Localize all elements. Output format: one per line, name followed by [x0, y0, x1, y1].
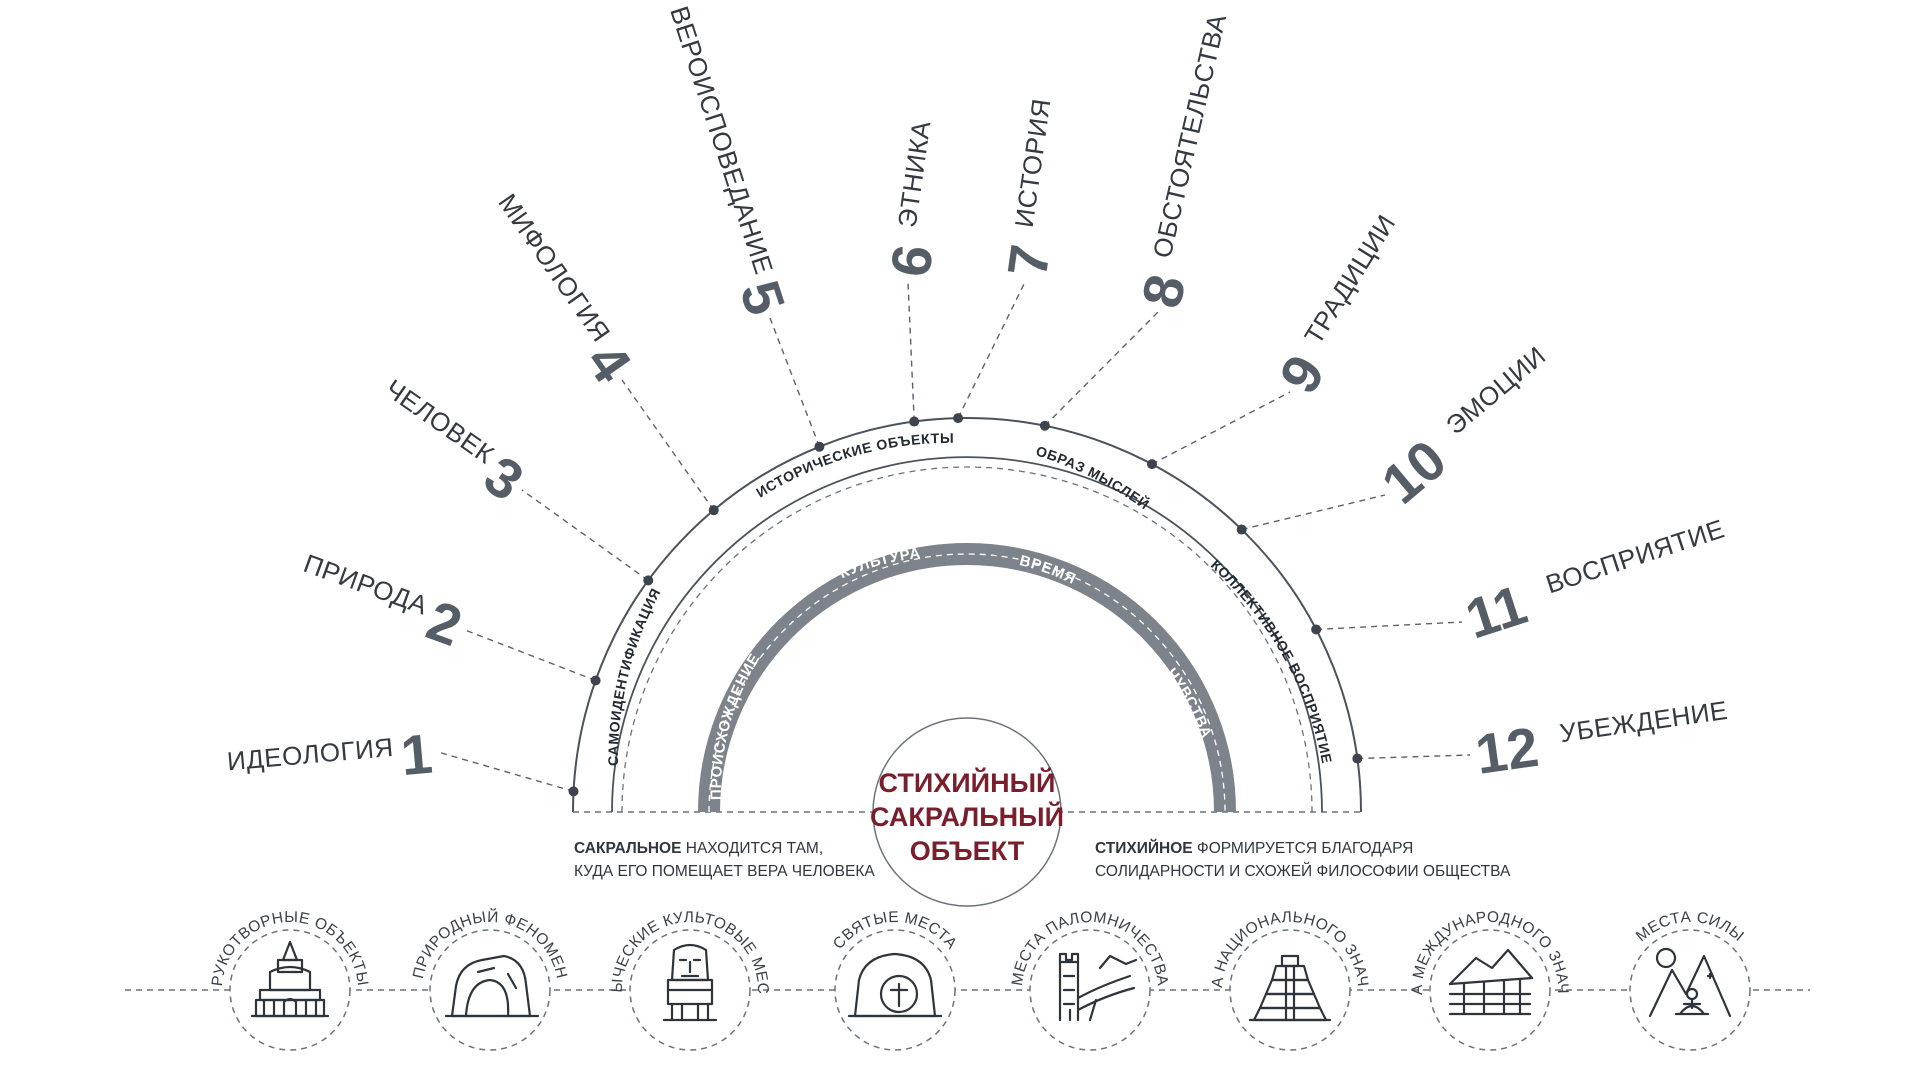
note-left-line2: КУДА ЕГО ПОМЕЩАЕТ ВЕРА ЧЕЛОВЕКА: [574, 863, 875, 880]
factor-label: ЭМОЦИИ: [1440, 340, 1551, 440]
factor-12: 12 УБЕЖДЕНИЕ: [1472, 695, 1730, 786]
center-title-line3: ОБЪЕКТ: [910, 836, 1025, 866]
category-5: МЕСТА ПАЛОМНИЧЕСТВА: [1009, 909, 1171, 1051]
factor-ray-12: [1357, 754, 1471, 760]
factor-6: 6 ЭТНИКА: [878, 119, 945, 281]
pyramid-icon: [1248, 954, 1332, 1022]
factor-label: МИФОЛОГИЯ: [492, 188, 616, 347]
arc-label-collective-perception: КОЛЛЕКТИВНОЕ ВОСПРИЯТИЕ: [1208, 556, 1335, 765]
note-right-line2: СОЛИДАРНОСТИ И СХОЖЕЙ ФИЛОСОФИИ ОБЩЕСТВА: [1095, 862, 1511, 880]
factor-ray-6: [907, 281, 915, 422]
factor-ray-5: [769, 317, 821, 447]
factor-number: 5: [728, 273, 798, 322]
categories-row: РУКОТВОРНЫЕ ОБЪЕКТЫ ПРИРОДНЫЙ ФЕНОМЕНЯЗЫЧ…: [0, 0, 1751, 1051]
factor-dot-10: [1236, 524, 1247, 535]
factor-number: 6: [878, 241, 945, 281]
category-circle: [1429, 929, 1551, 1051]
note-right-line1: СТИХИЙНОЕ ФОРМИРУЕТСЯ БЛАГОДАРЯ: [1095, 839, 1413, 857]
cave-arch-icon: [444, 954, 540, 1018]
category-1: РУКОТВОРНЫЕ ОБЪЕКТЫ: [209, 909, 371, 1051]
factor-number: 8: [1129, 269, 1197, 314]
factor-dot-11: [1311, 624, 1322, 635]
factor-ray-7: [957, 281, 1026, 419]
factor-label: ИДЕОЛОГИЯ: [226, 732, 395, 776]
factor-number: 11: [1458, 572, 1534, 650]
factor-dot-7: [953, 413, 964, 424]
moai-head-icon: [662, 943, 718, 1022]
factor-dot-5: [814, 441, 825, 452]
middle-arc: [611, 456, 1323, 813]
center-title-line2: САКРАЛЬНЫЙ: [870, 801, 1064, 832]
inner-band-dashed: [708, 553, 1226, 813]
factor-label: ВЕРОИСПОВЕДАНИЕ: [664, 2, 779, 278]
factor-dot-8: [1039, 420, 1050, 431]
arc-label-self-identification: САМОИДЕНТИФИКАЦИЯ: [605, 585, 664, 766]
factor-ray-9: [1151, 391, 1291, 465]
factor-label: ЭТНИКА: [892, 119, 937, 230]
factor-dot-9: [1146, 459, 1157, 470]
factor-label: ПРИРОДА: [300, 548, 432, 621]
arc-label-historical-objects: ИСТОРИЧЕСКИЕ ОБЪЕКТЫ: [753, 430, 954, 501]
factor-dot-2: [590, 675, 601, 686]
category-circle: [429, 929, 551, 1051]
factor-8: 8 ОБСТОЯТЕЛЬСТВА: [1129, 11, 1232, 314]
factor-dot-1: [568, 786, 579, 797]
factor-number: 7: [995, 241, 1062, 281]
factor-label: УБЕЖДЕНИЕ: [1558, 695, 1730, 748]
factor-dot-3: [643, 575, 654, 586]
tomb-cross-icon: [847, 952, 943, 1018]
factor-7: 7 ИСТОРИЯ: [995, 97, 1062, 281]
factor-ray-4: [621, 379, 715, 511]
factor-number: 9: [1267, 344, 1337, 404]
category-circle: [1229, 929, 1351, 1051]
category-circle: [1029, 929, 1151, 1051]
middle-arc-dashed: [621, 466, 1313, 813]
factor-dot-12: [1352, 753, 1363, 764]
outer-arc: [572, 417, 1362, 813]
factor-number: 10: [1370, 427, 1458, 515]
category-6: МЕСТА НАЦИОНАЛЬНОГО ЗНАЧЕНИЯ: [0, 0, 1371, 1051]
note-left-line1: САКРАЛЬНОЕ НАХОДИТСЯ ТАМ,: [574, 840, 823, 857]
machu-picchu-icon: [1448, 948, 1534, 1016]
factor-number: 4: [574, 332, 643, 394]
factor-ray-11: [1316, 621, 1463, 631]
stupa-icon: [250, 940, 330, 1018]
factor-ray-8: [1044, 311, 1159, 427]
category-4: СВЯТЫЕ МЕСТА: [830, 909, 960, 1051]
factor-ray-2: [464, 629, 596, 682]
factor-label: ЧЕЛОВЕК: [380, 373, 500, 469]
center-circle: [872, 717, 1062, 907]
factor-number: 1: [398, 722, 435, 787]
factor-ray-1: [437, 751, 574, 793]
factor-label: ВОСПРИЯТИЕ: [1542, 513, 1728, 599]
factor-label: ИСТОРИЯ: [1009, 97, 1057, 230]
factor-ray-3: [521, 489, 649, 581]
factor-number: 12: [1472, 715, 1542, 786]
factor-label: ОБСТОЯТЕЛЬСТВА: [1147, 11, 1232, 261]
category-2: ПРИРОДНЫЙ ФЕНОМЕН: [410, 908, 570, 1051]
category-7: МЕСТА МЕЖДУНАРОДНОГО ЗНАЧЕНИЯ: [0, 0, 1571, 1051]
category-3: ЯЗЫЧЕСКИЕ КУЛЬТОВЫЕ МЕСТА: [0, 0, 771, 1051]
factor-dot-4: [708, 505, 719, 516]
meditation-mountains-icon: [1648, 947, 1732, 1018]
great-wall-icon: [1058, 952, 1138, 1022]
factor-ray-10: [1241, 494, 1386, 531]
factor-label: ТРАДИЦИИ: [1298, 209, 1401, 349]
factor-dot-6: [909, 416, 920, 427]
center-title-line1: СТИХИЙНЫЙ: [879, 767, 1056, 798]
category-8: МЕСТА СИЛЫ: [1629, 909, 1751, 1051]
